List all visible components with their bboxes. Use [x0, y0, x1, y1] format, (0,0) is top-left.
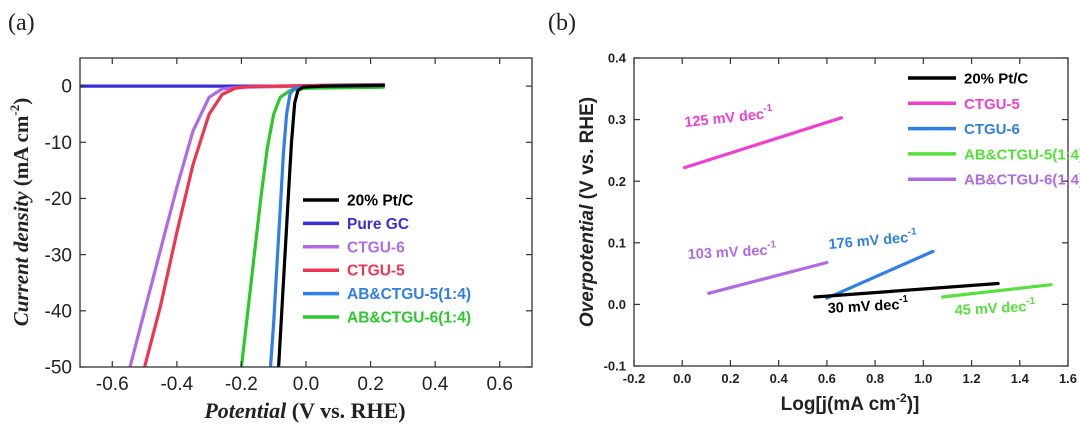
panel-b-slope-annotation: 30 mV dec-1 [827, 294, 909, 317]
panel-b-y-tick-label: 0.3 [608, 112, 626, 127]
panel-b-xlabel-close: )] [907, 394, 920, 415]
panel-b-legend-label-ctgu-5: CTGU-5 [964, 96, 1020, 113]
panel-b-y-tick-label: 0.1 [608, 235, 626, 250]
panel-a-series-ab-ctgu-6-1-4 [239, 85, 386, 367]
panel-b: (b) -0.2 0.0 0.2 0.4 0.6 0.8 1.0 1.2 1.4 1.6 -0.1… [548, 10, 1080, 415]
panel-b-x-tick-label: 0.2 [721, 371, 739, 386]
panel-b-y-tick-label: 0.0 [608, 297, 626, 312]
panel-b-legend: 20% Pt/C CTGU-5 CTGU-6 AB&CTGU-5(1:4) AB&CTG… [908, 71, 1080, 189]
panel-b-slope-annotation: 125 mV dec-1 [683, 103, 774, 131]
panel-a-legend-label-pure-gc: Pure GC [347, 216, 409, 233]
panel-b-plot-area [682, 116, 1053, 300]
panel-b-frame [633, 57, 1069, 367]
panel-a-legend: 20% Pt/C Pure GC CTGU-6 CTGU-5 AB&CTGU-5(1:4… [303, 193, 471, 327]
panel-b-y-axis-label: Overpotential (V vs. RHE) [577, 97, 598, 327]
panel-a-legend-label-ab-ctgu-5-1-4: AB&CTGU-5(1:4) [347, 286, 471, 303]
panel-b-series-ab-ctgu-5-1-4 [940, 283, 1053, 299]
panel-b-x-axis-label: Log[j(mA cm-2)] [781, 391, 920, 415]
panel-a-x-tick-label: -0.6 [96, 374, 129, 395]
panel-a-x-tick-label: 0.6 [487, 374, 513, 395]
panel-b-y-tick-label: -0.1 [604, 359, 626, 374]
panel-b-x-tick-label: -0.2 [623, 371, 645, 386]
panel-a-ylabel-sup: -2 [7, 105, 22, 116]
panel-a-xlabel-rest: (V vs. RHE) [286, 398, 405, 423]
panel-b-slope-annotation: 45 mV dec-1 [954, 296, 1036, 319]
panel-b-x-tick-label: 1.0 [914, 371, 932, 386]
svg-text:Overpotential (V vs. RHE): Overpotential (V vs. RHE) [577, 97, 598, 327]
panel-b-ylabel-italic: Overpotential [577, 204, 598, 327]
panel-a-x-ticks: -0.6 -0.4 -0.2 0.0 0.2 0.4 0.6 [96, 58, 513, 395]
panel-a-y-tick-label: 0 [61, 77, 72, 98]
panel-b-series-ab-ctgu-6-1-4 [707, 260, 829, 295]
panel-a-label: (a) [8, 10, 35, 36]
panel-a-ylabel-close: ) [9, 98, 33, 105]
panel-a-legend-label-ctgu-6: CTGU-6 [347, 239, 405, 256]
panel-b-x-tick-label: 0.0 [673, 371, 691, 386]
panel-a-y-tick-label: -50 [45, 358, 72, 379]
panel-b-x-tick-label: 1.4 [1011, 371, 1030, 386]
panel-a-y-tick-label: -10 [45, 133, 72, 154]
panel-b-label: (b) [548, 10, 576, 36]
panel-b-xlabel-sup: -2 [896, 391, 907, 405]
panel-a-y-axis-label: Current density (mA cm-2) [7, 98, 33, 326]
panel-b-x-ticks: -0.2 0.0 0.2 0.4 0.6 0.8 1.0 1.2 1.4 1.6 [623, 58, 1077, 386]
panel-a-xlabel-italic: Potential [203, 398, 287, 423]
panel-b-legend-label-ctgu-6: CTGU-6 [964, 121, 1020, 138]
panel-a-series-20-pt-c [277, 83, 386, 367]
panel-a-series-ctgu-5 [143, 82, 386, 367]
panel-a-x-tick-label: -0.4 [160, 374, 193, 395]
panel-a-ylabel-italic: Current density [9, 191, 33, 326]
panel-a-y-tick-label: -30 [45, 245, 72, 266]
svg-text:Current density (mA cm-2): Current density (mA cm-2) [7, 98, 33, 326]
panel-b-x-tick-label: 0.4 [770, 371, 789, 386]
panel-b-legend-label-ab-ctgu-6-1-4: AB&CTGU-6(1:4) [964, 172, 1080, 189]
panel-a-y-ticks: 0 -10 -20 -30 -40 -50 [45, 77, 532, 379]
panel-a-legend-label-ctgu-5: CTGU-5 [347, 263, 405, 280]
panel-a-x-tick-label: 0.4 [422, 374, 449, 395]
panel-a-x-tick-label: 0.2 [357, 374, 383, 395]
panel-b-series-20-pt-c [813, 281, 1000, 299]
panel-a-legend-label-ab-ctgu-6-1-4: AB&CTGU-6(1:4) [347, 310, 471, 327]
panel-b-series-ctgu-6 [825, 249, 935, 300]
panel-a-y-tick-label: -40 [45, 301, 72, 322]
panel-a-y-tick-label: -20 [45, 189, 72, 210]
panel-b-y-tick-label: 0.4 [608, 51, 627, 66]
panel-b-x-tick-label: 0.8 [866, 371, 884, 386]
panel-b-annotations: 125 mV dec-1 103 mV dec-1 176 mV dec-1 30 m… [683, 103, 1036, 319]
panel-b-y-tick-label: 0.2 [608, 174, 626, 189]
panel-a-plot-area [80, 82, 386, 367]
panel-a-legend-label-20-pt-c: 20% Pt/C [347, 193, 413, 210]
panel-b-slope-annotation: 103 mV dec-1 [687, 239, 777, 263]
panel-b-x-tick-label: 1.6 [1059, 371, 1077, 386]
panel-b-slope-annotation: 176 mV dec-1 [828, 226, 918, 253]
panel-b-legend-label-ab-ctgu-5-1-4: AB&CTGU-5(1:4) [964, 146, 1080, 163]
panel-b-x-tick-label: 1.2 [963, 371, 981, 386]
panel-b-y-ticks: -0.1 0.0 0.1 0.2 0.3 0.4 [604, 51, 1068, 374]
panel-a-ylabel-rest: (mA cm [9, 115, 33, 191]
panel-b-x-tick-label: 0.6 [818, 371, 836, 386]
panel-b-series-ctgu-5 [682, 116, 844, 170]
panel-b-xlabel: Log[j(mA cm [781, 394, 896, 415]
panel-a-x-axis-label: Potential (V vs. RHE) [203, 398, 405, 423]
panel-b-ylabel-rest: (V vs. RHE) [577, 97, 598, 205]
panel-a: (a) -0.6 -0.4 -0.2 0.0 0.2 0.4 0.6 0 -10 -20 -30 -… [7, 10, 533, 423]
panel-a-x-tick-label: -0.2 [225, 374, 258, 395]
panel-b-legend-label-20-pt-c: 20% Pt/C [964, 71, 1028, 88]
panel-a-x-tick-label: 0.0 [293, 374, 319, 395]
